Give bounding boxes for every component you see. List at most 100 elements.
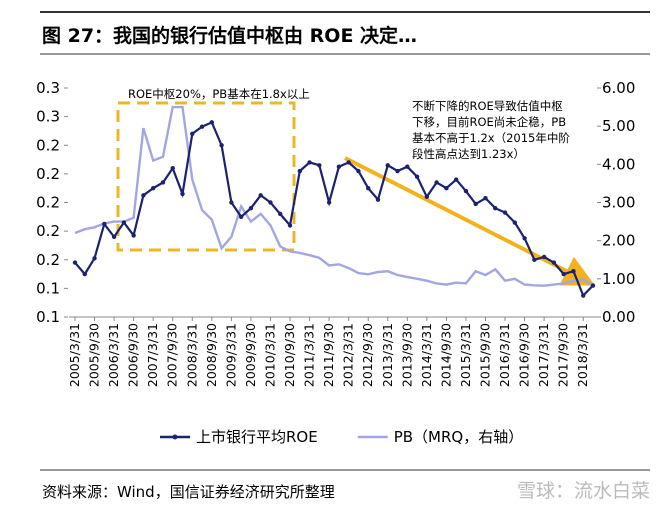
y-tick-label: 0.2 bbox=[36, 165, 60, 183]
point bbox=[346, 160, 351, 165]
point bbox=[317, 163, 322, 168]
x-tick-label: 2009/9/30 bbox=[243, 323, 258, 387]
x-tick-label: 2013/9/30 bbox=[399, 323, 414, 387]
annotation: 不断下降的ROE导致估值中枢 bbox=[412, 99, 563, 113]
y-tick-label: 0.1 bbox=[36, 308, 60, 326]
point bbox=[590, 283, 596, 288]
point bbox=[453, 177, 459, 182]
point bbox=[248, 206, 254, 211]
y-tick-label: 0.1 bbox=[36, 279, 60, 297]
x-tick-label: 2011/3/31 bbox=[302, 323, 317, 387]
x-tick-label: 2005/3/31 bbox=[67, 323, 82, 387]
point bbox=[72, 260, 78, 265]
point bbox=[414, 174, 420, 179]
y2-tick-label: 6.00 bbox=[602, 79, 635, 97]
point bbox=[385, 163, 390, 168]
point bbox=[336, 164, 342, 169]
point bbox=[190, 131, 195, 136]
point bbox=[287, 223, 293, 228]
annotation: 段性高点达到1.23x） bbox=[412, 147, 525, 161]
x-tick-label: 2016/9/30 bbox=[517, 323, 532, 387]
y2-tick-label: 4.00 bbox=[602, 155, 635, 173]
y-tick-label: 0.2 bbox=[36, 222, 60, 240]
x-tick-label: 2016/3/31 bbox=[497, 323, 512, 387]
point bbox=[278, 211, 283, 217]
point bbox=[268, 200, 273, 205]
point bbox=[180, 191, 185, 197]
point bbox=[141, 193, 146, 198]
y2-tick-label: 2.00 bbox=[602, 232, 635, 250]
legend-marker bbox=[172, 434, 178, 440]
point bbox=[483, 196, 488, 201]
x-tick-label: 2012/9/30 bbox=[360, 323, 375, 387]
point bbox=[434, 180, 439, 185]
x-tick-label: 2008/9/30 bbox=[204, 323, 219, 387]
point bbox=[297, 168, 302, 174]
point bbox=[238, 214, 244, 220]
point bbox=[209, 120, 215, 125]
point bbox=[150, 185, 156, 191]
highlight-box bbox=[116, 101, 296, 252]
legend-label: 上市银行平均ROE bbox=[196, 428, 318, 446]
point bbox=[366, 185, 371, 191]
point bbox=[463, 188, 469, 194]
point bbox=[561, 271, 566, 277]
y2-tick-label: 3.00 bbox=[602, 194, 635, 212]
point bbox=[532, 257, 537, 262]
point bbox=[551, 260, 557, 265]
x-tick-label: 2010/9/30 bbox=[282, 323, 297, 387]
x-tick-label: 2006/9/30 bbox=[126, 323, 141, 387]
series-line bbox=[74, 105, 594, 287]
x-tick-label: 2006/3/31 bbox=[106, 323, 121, 387]
point bbox=[199, 124, 205, 129]
point bbox=[326, 200, 332, 205]
x-tick-label: 2007/9/30 bbox=[165, 323, 180, 387]
x-tick-label: 2018/3/31 bbox=[575, 323, 590, 387]
x-tick-label: 2012/3/31 bbox=[341, 323, 356, 387]
point bbox=[160, 180, 166, 185]
x-tick-label: 2017/3/31 bbox=[536, 323, 551, 387]
point bbox=[541, 254, 547, 260]
source: 资料来源：Wind，国信证券经济研究所整理 bbox=[42, 483, 335, 501]
x-tick-label: 2011/9/30 bbox=[321, 323, 336, 387]
point bbox=[82, 271, 87, 277]
point bbox=[512, 220, 518, 225]
point bbox=[170, 165, 175, 171]
point bbox=[424, 194, 430, 199]
point bbox=[522, 236, 527, 241]
x-tick-label: 2005/9/30 bbox=[87, 323, 102, 387]
y2-tick-label: 1.00 bbox=[602, 270, 635, 288]
x-tick-label: 2014/9/30 bbox=[438, 323, 453, 387]
point bbox=[219, 143, 224, 148]
x-tick-label: 2008/3/31 bbox=[184, 323, 199, 387]
chart-title: 图 27：我国的银行估值中枢由 ROE 决定… bbox=[42, 24, 417, 47]
annotation: 基本不高于1.2x（2015年中阶 bbox=[412, 131, 570, 145]
annotation: ROE中枢20%，PB基本在1.8x以上 bbox=[128, 87, 310, 101]
x-tick-label: 2010/3/31 bbox=[262, 323, 277, 387]
watermark: 雪球：流水白菜 bbox=[517, 480, 650, 502]
point bbox=[92, 256, 97, 261]
y2-tick-label: 5.00 bbox=[602, 117, 635, 135]
point bbox=[131, 233, 136, 238]
point bbox=[395, 168, 400, 174]
trend-arrow bbox=[344, 156, 596, 286]
y-tick-label: 0.3 bbox=[36, 108, 60, 126]
x-tick-label: 2015/3/31 bbox=[458, 323, 473, 387]
x-tick-label: 2017/9/30 bbox=[556, 323, 571, 387]
point bbox=[121, 220, 127, 225]
point bbox=[111, 234, 117, 240]
point bbox=[102, 221, 107, 227]
point bbox=[444, 185, 449, 191]
point bbox=[493, 206, 498, 211]
point bbox=[375, 197, 381, 202]
point bbox=[405, 164, 410, 169]
point bbox=[581, 293, 586, 298]
y-tick-label: 0.2 bbox=[36, 251, 60, 269]
x-tick-label: 2013/3/31 bbox=[380, 323, 395, 387]
point bbox=[307, 160, 312, 165]
annotation: 下移，目前ROE尚未企稳，PB bbox=[412, 115, 566, 129]
x-tick-label: 2015/9/30 bbox=[477, 323, 492, 387]
x-tick-label: 2007/3/31 bbox=[145, 323, 160, 387]
y2-tick-label: 0.00 bbox=[602, 308, 635, 326]
